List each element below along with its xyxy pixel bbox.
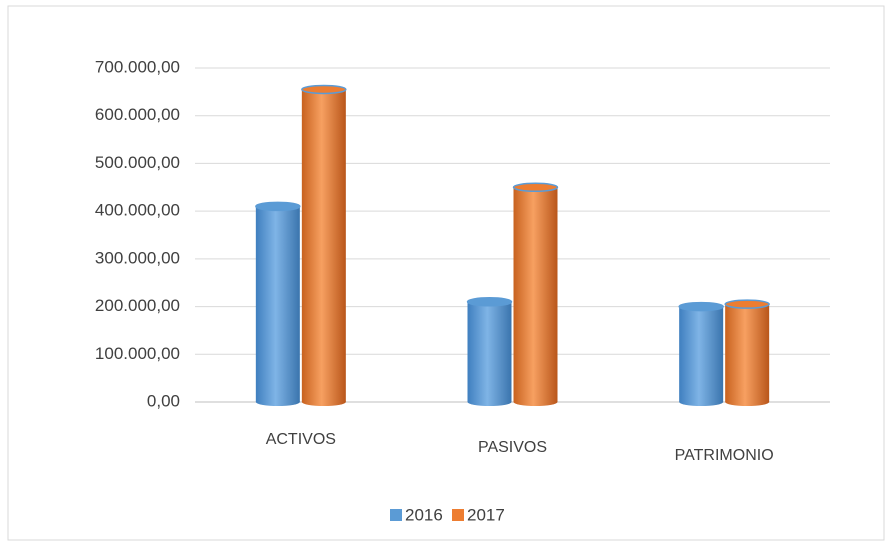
y-tick-label: 400.000,00 [95,201,180,220]
bar [678,301,724,406]
bar-part [679,306,724,402]
y-tick-label: 0,00 [147,391,180,410]
y-tick-label: 100.000,00 [95,344,180,363]
bar [512,182,559,406]
bar-part [512,182,559,193]
chart-border [7,5,885,541]
bar [724,299,770,406]
legend-swatch [390,509,402,521]
bar-part [301,89,346,402]
bar [255,201,301,406]
legend-label: 2017 [467,505,505,524]
bar-part [466,297,513,307]
bar [466,297,513,406]
y-tick-label: 600.000,00 [95,105,180,124]
bar-part [725,304,770,402]
bar [301,84,347,406]
bar-part [678,301,724,312]
y-tick-label: 200.000,00 [95,296,180,315]
bar-part [255,201,301,212]
y-tick-label: 700.000,00 [95,57,180,76]
x-tick-label: PATRIMONIO [675,447,774,464]
y-tick-label: 500.000,00 [95,153,180,172]
bar-part [724,299,770,309]
legend-label: 2016 [405,505,443,524]
bar-part [513,187,558,402]
bar-part [467,301,512,402]
y-tick-label: 300.000,00 [95,248,180,267]
bar-part [301,84,347,95]
bar-part [255,206,300,402]
x-tick-label: PASIVOS [478,439,547,456]
legend-swatch [452,509,464,521]
x-tick-label: ACTIVOS [266,431,336,448]
